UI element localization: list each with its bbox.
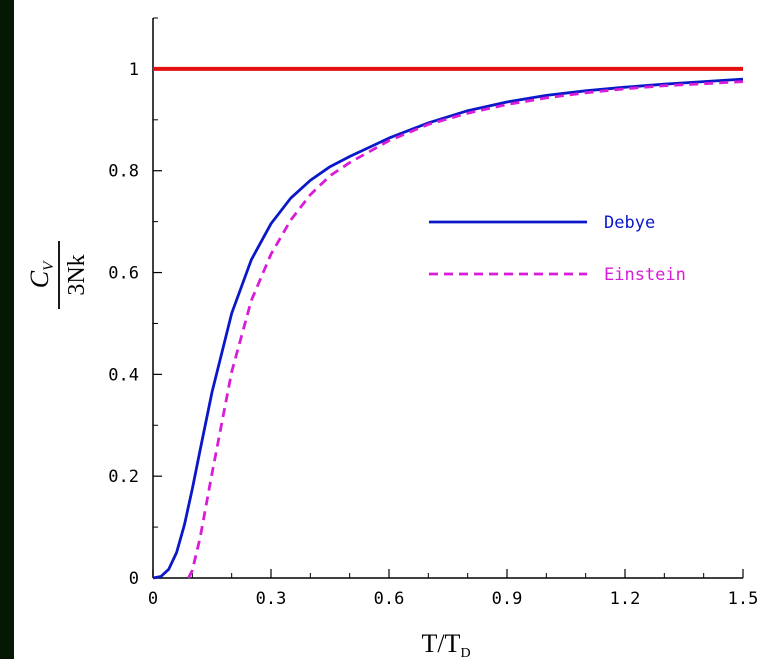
legend-label-debye: Debye <box>604 213 655 233</box>
y-tick-label: 0.4 <box>108 365 139 385</box>
y-title-denominator: 3Nk <box>64 254 90 295</box>
legend: Debye Einstein <box>429 213 686 285</box>
legend-label-einstein: Einstein <box>604 265 686 285</box>
y-tick-label: 0 <box>129 569 139 589</box>
chart-frame: 0 0.3 0.6 0.9 1.2 1.5 0 0.2 0.4 0.6 0.8 1 Debye Eins… <box>14 0 780 659</box>
x-tick-label: 0.6 <box>374 589 405 609</box>
series-group <box>152 66 744 580</box>
axes <box>152 18 743 579</box>
y-axis-title: CV 3Nk <box>25 241 90 309</box>
y-tick-label: 0.6 <box>108 264 139 284</box>
y-title-numerator: CV <box>25 260 57 288</box>
axis-titles: T/TD CV 3Nk <box>25 241 471 659</box>
x-axis-title: T/TD <box>421 629 470 659</box>
cv-chart: 0 0.3 0.6 0.9 1.2 1.5 0 0.2 0.4 0.6 0.8 1 Debye Eins… <box>25 17 759 659</box>
x-tick-label: 0 <box>148 589 158 609</box>
x-tick-label: 0.3 <box>256 589 287 609</box>
y-tick-label: 0.8 <box>108 162 139 182</box>
series-line-debye <box>152 77 744 580</box>
y-tick-label: 0.2 <box>108 467 139 487</box>
series-line-einstein <box>187 80 744 579</box>
x-tick-label: 1.5 <box>728 589 759 609</box>
ticks: 0 0.3 0.6 0.9 1.2 1.5 0 0.2 0.4 0.6 0.8 1 <box>108 17 759 609</box>
x-tick-label: 0.9 <box>492 589 523 609</box>
x-tick-label: 1.2 <box>610 589 641 609</box>
y-tick-label: 1 <box>129 60 139 80</box>
